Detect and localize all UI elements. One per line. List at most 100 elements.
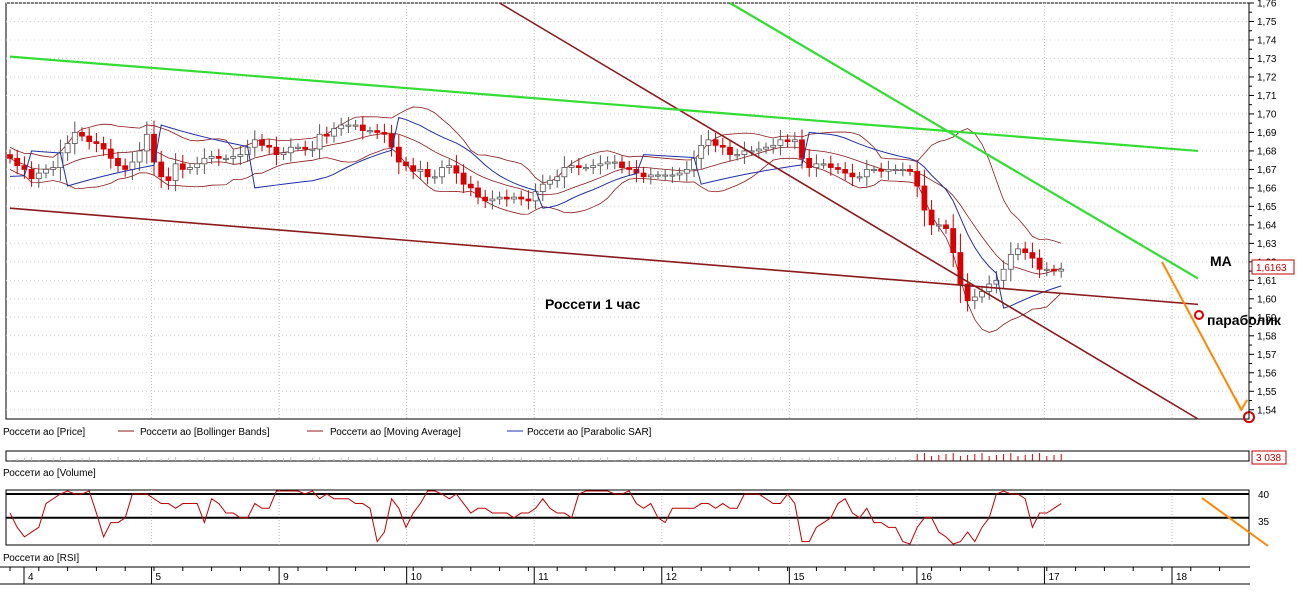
candle-body [712,139,719,146]
candle-body [359,124,366,131]
candle-body [842,168,849,174]
candle-body [705,139,712,146]
candle-body [446,165,453,168]
candle-body [791,139,798,143]
candle-body [813,163,820,168]
candle-body [1058,268,1065,272]
candle-body [935,224,942,227]
candle-body [626,167,633,170]
candle-body [676,172,683,176]
x-tick-label: 11 [538,572,549,583]
candle-body [381,132,388,135]
candle-body [302,146,309,150]
parabolic-sar-line [9,117,1062,309]
candle-body [957,252,964,285]
price-tick-label: 1,67 [1257,165,1277,176]
candle-body [871,168,877,171]
candle-body [655,174,661,177]
volume-value-box [1251,450,1287,465]
candle-body [914,170,921,187]
candle-body [979,291,985,298]
candle-body [165,176,172,181]
candle-body [352,124,359,127]
candle-body [158,161,165,178]
candle-body [849,172,856,178]
candle-body [115,157,121,167]
candle-body [863,168,870,178]
candle-body [1029,252,1036,259]
price-tick-label: 1,71 [1257,91,1277,102]
candle-body [647,174,654,178]
rsi-line [9,490,1062,545]
candle-body [316,133,323,150]
trendline [9,207,1199,306]
volume-panel-label: Россети ао [Volume] [3,468,96,479]
x-tick-label: 16 [921,572,933,583]
candle-body [993,279,1000,285]
price-tick-label: 1,55 [1257,387,1277,398]
candle-body [273,146,280,156]
candle-body [899,168,906,171]
candle-body [201,157,208,165]
candle-body [575,165,582,168]
candle-body [561,167,568,178]
price-tick-label: 1,65 [1257,202,1277,213]
candle-body [223,157,229,160]
candle-body [907,168,913,172]
candle-body [784,139,791,143]
candle-body [590,165,597,168]
candle-body [280,152,287,156]
candle-body [295,146,301,149]
candle-body [835,167,841,170]
trendline [499,2,1199,420]
candle-body [338,124,345,130]
candle-body [734,154,741,157]
candle-body [1022,248,1029,253]
candle-body [662,174,669,177]
candle-body [511,196,517,200]
price-panel-frame [5,2,1250,420]
candle-body [208,156,215,159]
candle-body [323,133,330,137]
legend-moving-average: Россети ао [Moving Average] [330,427,461,438]
candle-body [367,130,373,133]
last-price-box [1251,259,1295,275]
candle-body [496,196,503,200]
candle-body [539,183,546,192]
x-tick-label: 10 [411,572,423,583]
legend-bollinger: Россети ао [Bollinger Bands] [140,427,270,438]
rsi-trendline [1201,497,1269,547]
volume-panel-frame [5,450,1250,462]
chart-title: Россети 1 час [545,296,640,312]
price-tick-label: 1,59 [1257,313,1277,324]
candle-body [215,156,222,159]
trendline [729,2,1199,280]
candle-body [475,187,481,198]
candle-body [136,150,143,163]
candle-body [151,133,157,163]
candle-body [827,163,834,168]
annotation-parabolic: параболик [1207,312,1282,328]
candle-body [28,168,35,180]
last-price-label: 1,6163 [1256,263,1287,274]
price-tick-label: 1,68 [1257,146,1277,157]
price-tick-label: 1,54 [1257,405,1277,416]
candle-body [611,161,618,164]
candle-body [43,168,49,174]
price-tick-label: 1,75 [1257,17,1277,28]
candle-body [482,196,489,202]
rsi-tick-40: 40 [1258,490,1270,501]
candle-body [417,168,424,172]
candle-body [892,168,899,171]
annotation-ma: МА [1210,253,1232,269]
candle-body [172,163,179,181]
price-tick-label: 1,57 [1257,350,1277,361]
candle-body [683,168,690,174]
candle-body [100,143,107,150]
candle-body [237,154,244,157]
candle-body [230,156,237,159]
candle-body [1051,268,1057,272]
candle-body [1007,254,1014,270]
price-tick-label: 1,70 [1257,109,1277,120]
price-tick-label: 1,64 [1257,220,1277,231]
